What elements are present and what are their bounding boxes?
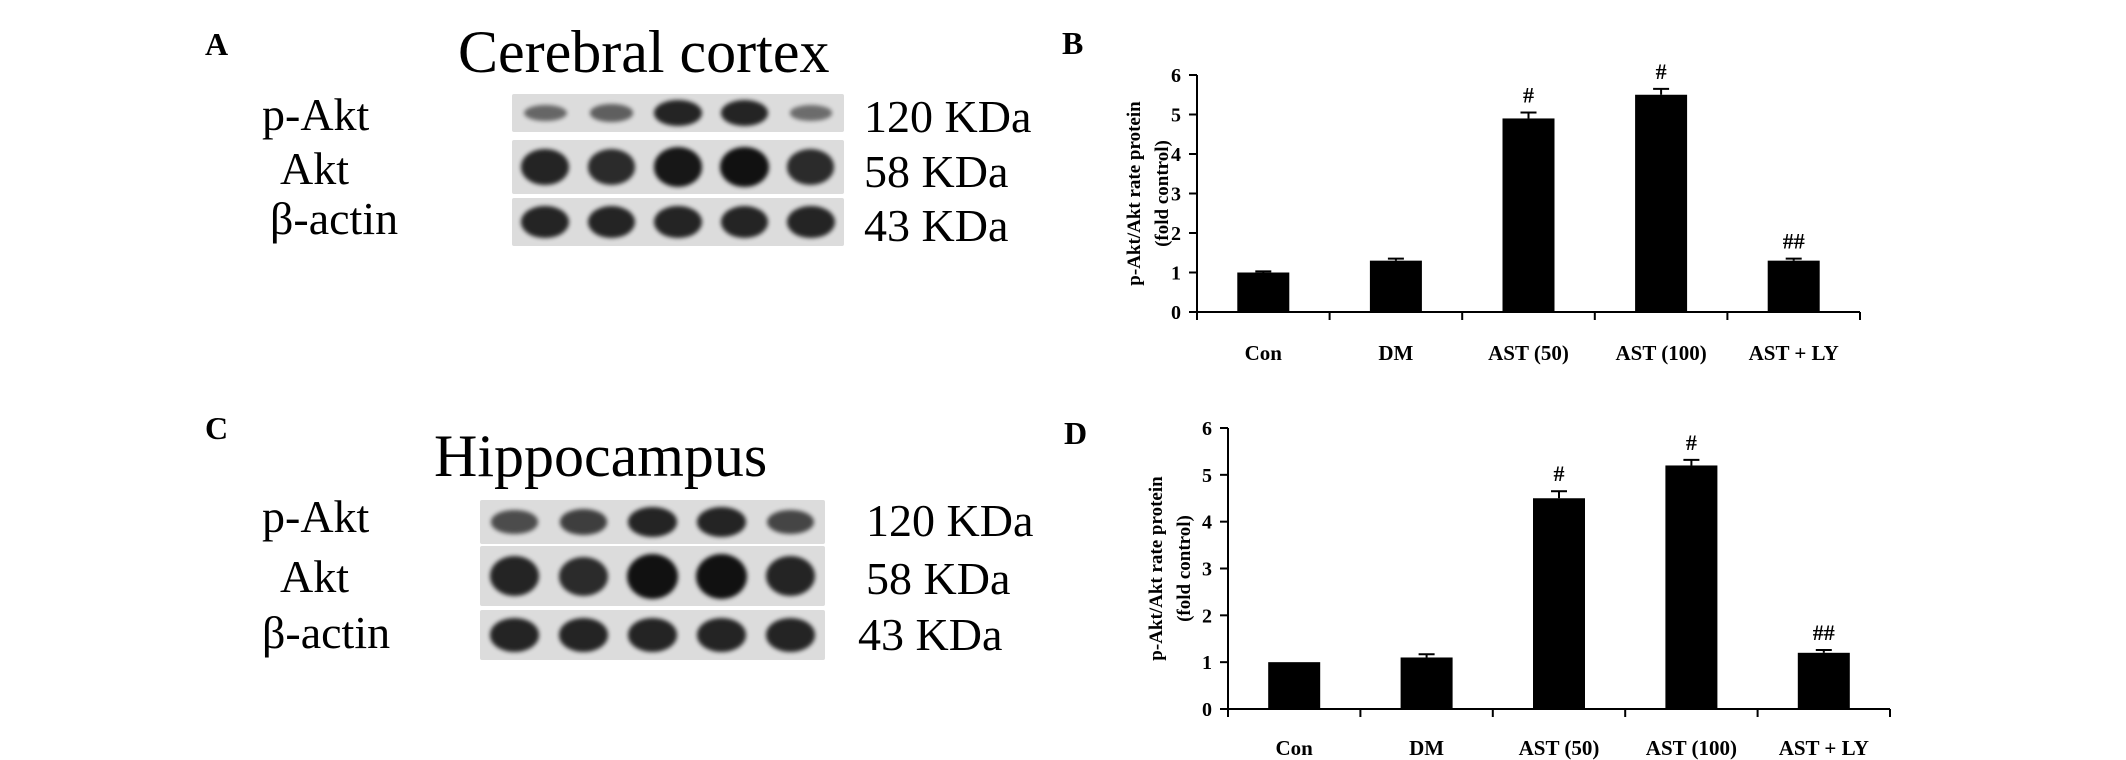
panel-d-annotation-4: ##: [1813, 620, 1835, 645]
panel-a-band-0-0: [523, 104, 567, 122]
panel-b-ytick-label: 1: [1171, 263, 1181, 285]
panel-a-band-0-3: [720, 100, 769, 126]
panel-c-band-2-1: [558, 618, 609, 652]
panel-b-category-label-1: DM: [1378, 341, 1413, 365]
panel-d-ytick-label: 5: [1202, 465, 1212, 487]
panel-c-label-bactin: β-actin: [262, 607, 391, 658]
panel-a-label-bactin: β-actin: [270, 193, 399, 244]
panel-a-letter: A: [205, 26, 229, 62]
panel-c-band-1-0: [489, 555, 540, 597]
panel-c-band-2-3: [696, 618, 747, 652]
panel-c-band-0-2: [627, 507, 678, 537]
panel-c-band-1-2: [627, 553, 678, 599]
panel-d-annotation-3: #: [1686, 430, 1697, 455]
panel-c-title: Hippocampus: [434, 423, 768, 489]
panel-d-category-label-1: DM: [1409, 736, 1444, 760]
panel-b-category-label-2: AST (50): [1488, 341, 1569, 365]
panel-a-band-2-0: [521, 205, 569, 239]
panel-c-size-bactin: 43 KDa: [858, 609, 1003, 660]
panel-c-size-pakt: 120 KDa: [866, 495, 1034, 546]
panel-a-size-akt: 58 KDa: [864, 146, 1009, 197]
panel-d-bar-4: [1797, 652, 1850, 709]
panel-c-blot-bactin: [480, 610, 825, 660]
panel-a-band-2-2: [654, 205, 702, 239]
panel-b-annotation-4: ##: [1783, 229, 1805, 254]
panel-b-ylabel-line1: p-Akt/Akt rate protein: [1124, 101, 1145, 286]
panel-b-ytick-label: 3: [1171, 184, 1181, 206]
panel-d-ytick-label: 6: [1202, 418, 1212, 440]
panel-c-band-1-1: [559, 556, 608, 596]
panel-a-band-2-4: [787, 205, 835, 239]
panel-d-letter: D: [1064, 415, 1087, 451]
panel-d-category-label-2: AST (50): [1519, 736, 1600, 760]
panel-a-label-pakt: p-Akt: [262, 89, 370, 140]
panel-a-band-2-3: [720, 205, 769, 239]
panel-d-ytick-label: 2: [1202, 605, 1212, 627]
panel-b-annotation-2: #: [1523, 83, 1534, 108]
panel-a-label-akt: Akt: [280, 143, 349, 194]
panel-c-band-2-2: [627, 618, 678, 652]
panel-a-band-1-3: [719, 146, 769, 188]
panel-b-bar-3: [1635, 94, 1688, 312]
panel-d-ytick-label: 3: [1202, 559, 1212, 581]
panel-b-bar-4: [1767, 260, 1820, 312]
panel-c-size-akt: 58 KDa: [866, 553, 1011, 604]
panel-a-blot-bactin: [512, 198, 844, 246]
panel-a-size-pakt: 120 KDa: [864, 91, 1032, 142]
panel-b-annotation-3: #: [1656, 59, 1667, 84]
panel-b-ytick-label: 6: [1171, 65, 1181, 87]
panel-c-letter: C: [205, 410, 229, 446]
panel-a-size-bactin: 43 KDa: [864, 200, 1009, 251]
panel-d-ytick-label: 0: [1202, 699, 1212, 721]
panel-c-band-2-4: [765, 618, 816, 652]
panel-a-band-2-1: [587, 205, 636, 239]
panel-c-band-2-0: [489, 618, 540, 652]
panel-b-bar-1: [1369, 260, 1422, 312]
panel-a-band-0-4: [789, 105, 832, 121]
panel-a-band-1-0: [521, 148, 569, 186]
panel-b-category-label-4: AST + LY: [1749, 341, 1839, 365]
panel-c-band-1-3: [696, 553, 747, 599]
panel-b-category-label-0: Con: [1245, 341, 1283, 365]
panel-c-band-1-4: [765, 555, 816, 597]
panel-c-blot-akt: [480, 546, 825, 606]
panel-b-ytick-label: 4: [1171, 144, 1181, 166]
panel-a-blot-akt: [512, 140, 844, 194]
panel-d-ytick-label: 4: [1202, 512, 1212, 534]
panel-c-band-0-3: [696, 507, 747, 537]
panel-b-ytick-label: 0: [1171, 302, 1181, 324]
panel-d-annotation-2: #: [1554, 461, 1565, 486]
panel-b-ytick-label: 2: [1171, 223, 1181, 245]
panel-c-label-akt: Akt: [280, 551, 349, 602]
panel-d-bar-3: [1665, 465, 1718, 709]
panel-a-band-1-1: [588, 149, 636, 185]
panel-d-bar-0: [1268, 662, 1321, 709]
panel-c-label-pakt: p-Akt: [262, 491, 370, 542]
panel-b-category-label-3: AST (100): [1615, 341, 1706, 365]
panel-d-bar-2: [1533, 498, 1585, 709]
panel-b-ylabel-line2: (fold control): [1152, 140, 1173, 247]
panel-d-category-label-4: AST + LY: [1779, 736, 1869, 760]
panel-d-ytick-label: 1: [1202, 652, 1212, 674]
panel-c-band-0-1: [559, 509, 608, 535]
panel-a-blot-pakt: [512, 94, 844, 132]
panel-a-band-0-2: [654, 100, 702, 126]
panel-b-bar-2: [1502, 118, 1555, 312]
panel-a-title: Cerebral cortex: [458, 19, 830, 85]
panel-a-band-1-4: [787, 149, 835, 185]
panel-c-band-0-4: [767, 509, 814, 535]
panel-d-bar-1: [1400, 657, 1453, 709]
panel-d-category-label-3: AST (100): [1646, 736, 1737, 760]
panel-b-bar-0: [1237, 272, 1290, 312]
panel-b-letter: B: [1062, 25, 1083, 61]
panel-c-blot-pakt: [480, 500, 825, 544]
panel-a-band-0-1: [589, 104, 634, 122]
panel-d-ylabel-line2: (fold control): [1174, 515, 1195, 622]
panel-c-band-0-0: [491, 510, 538, 534]
panel-b-ytick-label: 5: [1171, 105, 1181, 127]
panel-a-band-1-2: [653, 147, 703, 187]
panel-d-category-label-0: Con: [1276, 736, 1314, 760]
panel-d-ylabel-line1: p-Akt/Akt rate protein: [1146, 476, 1167, 661]
